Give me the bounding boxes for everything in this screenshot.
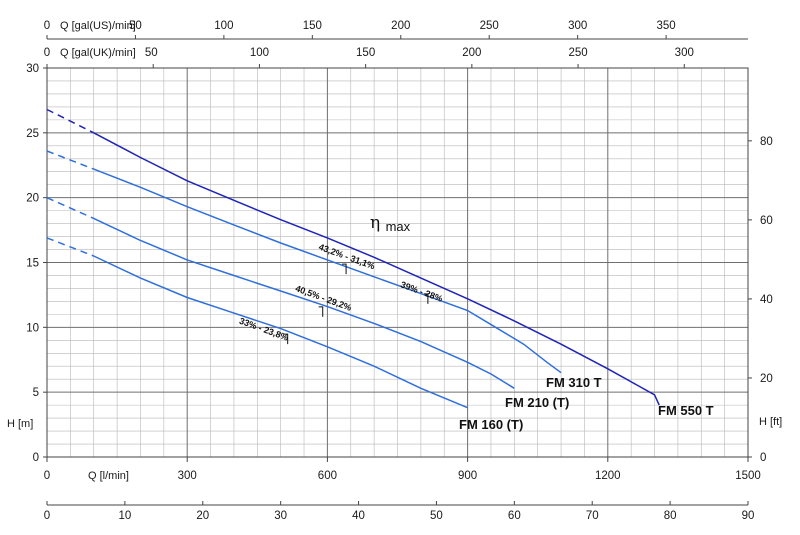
curve-dashed-extension — [46, 108, 95, 134]
top-us-tick-label: 150 — [303, 20, 322, 32]
top-uk-tick-label: 250 — [568, 47, 587, 59]
eta-max-label: η max — [370, 213, 411, 234]
efficiency-marker — [318, 306, 324, 317]
left-tick-label: 30 — [26, 63, 39, 75]
bottom-tick-label: 1200 — [595, 470, 621, 482]
curve-fm-160-t — [93, 255, 468, 409]
bottom-secondary-tick-label: 0 — [44, 510, 50, 522]
efficiency-marker — [342, 263, 347, 275]
bottom-tick-label: 900 — [458, 470, 477, 482]
bottom-secondary-tick-label: 30 — [274, 510, 287, 522]
eta-subscript: max — [386, 219, 411, 234]
curve-labels: FM 550 T FM 310 T FM 210 (T) FM 160 (T) 39% … — [238, 242, 714, 432]
top-uk-tick-label: 100 — [250, 47, 269, 59]
bottom-tick-label: 300 — [178, 470, 197, 482]
bottom-axis-title: Q [l/min] — [88, 470, 129, 482]
eta-symbol: η — [370, 213, 380, 233]
curve-dashed-extension — [46, 237, 94, 257]
curve-label: FM 160 (T) — [459, 417, 523, 432]
top-uk-axis-title: Q [gal(UK)/min] — [60, 47, 136, 59]
top-uk-tick-label: 150 — [356, 47, 375, 59]
right-tick-label: 0 — [760, 452, 766, 464]
bottom-secondary-tick-label: 50 — [430, 510, 443, 522]
right-tick-label: 80 — [760, 136, 773, 148]
bottom-secondary-tick-label: 70 — [586, 510, 599, 522]
efficiency-marker — [283, 333, 289, 345]
plot-grid — [47, 68, 748, 457]
right-tick-label: 40 — [760, 294, 773, 306]
right-tick-label: 20 — [760, 373, 773, 385]
top-us-tick-label: 50 — [129, 20, 142, 32]
left-tick-label: 25 — [26, 128, 39, 140]
top-uk-tick-label: 0 — [44, 47, 50, 59]
left-tick-label: 10 — [26, 322, 39, 334]
curve-fm-210-t — [93, 217, 515, 389]
left-tick-label: 15 — [26, 258, 39, 270]
curve-fm-550-t — [93, 132, 660, 406]
right-axis-title: H [ft] — [759, 416, 782, 428]
curve-fm-310-t — [93, 168, 562, 374]
top-uk-tick-label: 200 — [462, 47, 481, 59]
bottom-secondary-tick-label: 20 — [196, 510, 209, 522]
right-tick-label: 60 — [760, 215, 773, 227]
bottom-secondary-tick-label: 90 — [742, 510, 755, 522]
bottom-tick-label: 0 — [44, 470, 50, 482]
curve-label: FM 210 (T) — [505, 395, 569, 410]
bottom-tick-label: 1500 — [735, 470, 761, 482]
bottom-secondary-tick-label: 10 — [118, 510, 131, 522]
top-us-tick-label: 300 — [568, 20, 587, 32]
bottom-secondary-tick-label: 80 — [664, 510, 677, 522]
curve-label: FM 310 T — [546, 375, 602, 390]
bottom-secondary-tick-label: 60 — [508, 510, 521, 522]
bottom-tick-label: 600 — [318, 470, 337, 482]
top-us-tick-label: 0 — [44, 20, 50, 32]
bottom-secondary-tick-label: 40 — [352, 510, 365, 522]
top-uk-tick-label: 300 — [675, 47, 694, 59]
curve-dashed-extension — [46, 150, 94, 170]
curve-label: FM 550 T — [658, 403, 714, 418]
left-axis-title: H [m] — [7, 418, 33, 430]
top-us-axis-title: Q [gal(US)/min] — [60, 20, 136, 32]
top-us-tick-label: 200 — [391, 20, 410, 32]
top-uk-tick-label: 50 — [145, 47, 158, 59]
pump-curves — [46, 108, 660, 409]
left-tick-label: 0 — [33, 452, 39, 464]
top-us-tick-label: 250 — [480, 20, 499, 32]
efficiency-marker — [423, 293, 429, 304]
top-us-tick-label: 100 — [214, 20, 233, 32]
top-us-tick-label: 350 — [657, 20, 676, 32]
left-tick-label: 5 — [33, 387, 39, 399]
efficiency-label: 39% - 28% — [399, 279, 444, 303]
left-tick-label: 20 — [26, 193, 39, 205]
curve-dashed-extension — [46, 197, 95, 220]
